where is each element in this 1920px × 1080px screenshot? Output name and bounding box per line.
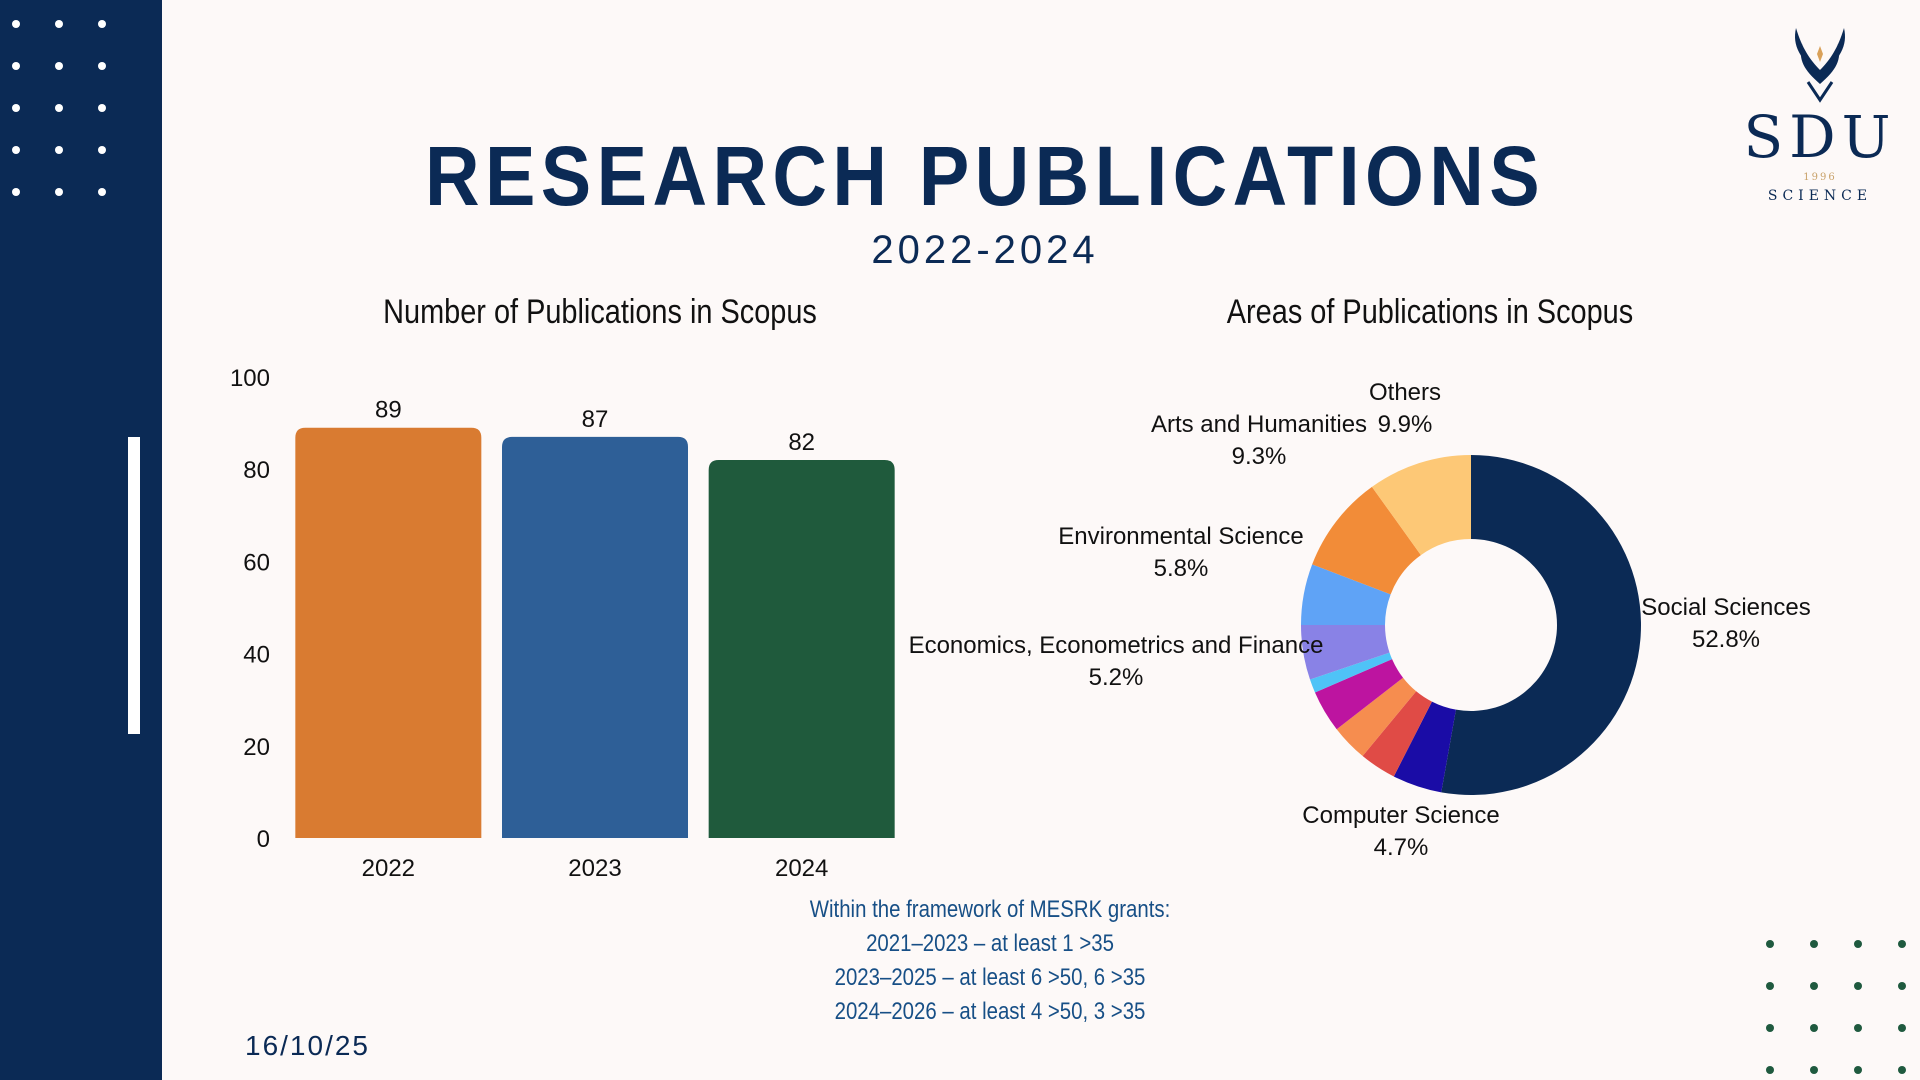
note-line: 2023–2025 – at least 6 >50, 6 >35 <box>834 964 1146 991</box>
decorative-dot <box>1766 1024 1774 1032</box>
y-tick-label: 60 <box>243 549 270 576</box>
decorative-dot <box>1898 982 1906 990</box>
grant-requirements-note: Within the framework of MESRK grants: 20… <box>650 893 1330 1029</box>
slice-percent-label: 5.8% <box>1154 555 1209 582</box>
decorative-dot <box>12 62 20 70</box>
decorative-dot <box>1810 1024 1818 1032</box>
left-sidebar-panel <box>0 0 162 1080</box>
bar-2024 <box>708 459 895 838</box>
slice-label: Social Sciences <box>1641 594 1810 621</box>
y-tick-label: 40 <box>243 642 270 669</box>
donut-slice <box>1336 677 1417 756</box>
y-tick-label: 0 <box>257 826 270 853</box>
donut-slice <box>1301 625 1390 680</box>
decorative-dot <box>1766 1066 1774 1074</box>
decorative-dot <box>98 62 106 70</box>
decorative-dot <box>1810 1066 1818 1074</box>
slice-percent-label: 5.2% <box>1089 664 1144 691</box>
slice-percent-label: 9.3% <box>1232 443 1287 470</box>
donut-chart-title: Areas of Publications in Scopus <box>1226 293 1634 331</box>
publications-bar-chart: 0 20 40 60 80 100 89 2022 87 2023 82 2024 <box>230 365 895 880</box>
note-line: 2021–2023 – at least 1 >35 <box>866 930 1114 957</box>
bar-chart-title: Number of Publications in Scopus <box>383 293 817 331</box>
x-tick-label: 2023 <box>568 855 621 880</box>
slice-percent-label: 52.8% <box>1692 626 1760 653</box>
x-tick-label: 2022 <box>362 855 415 880</box>
logo-wordmark: SDU <box>1743 103 1897 171</box>
donut-slice <box>1371 455 1471 556</box>
note-line: 2024–2026 – at least 4 >50, 3 >35 <box>834 998 1146 1025</box>
wings-emblem-icon <box>1795 28 1845 103</box>
slice-label: Environmental Science <box>1058 523 1303 550</box>
decorative-dot <box>55 62 63 70</box>
note-line: Within the framework of MESRK grants: <box>809 896 1171 923</box>
bar-value-label: 89 <box>375 397 402 424</box>
decorative-dot <box>1810 982 1818 990</box>
decorative-dot <box>98 146 106 154</box>
decorative-dot <box>1898 1066 1906 1074</box>
bar-2023 <box>502 436 688 838</box>
page-subtitle: 2022-2024 <box>871 228 1099 272</box>
slice-label: Economics, Econometrics and Finance <box>909 632 1324 659</box>
sdu-science-logo: SDU 1996 SCIENCE <box>1730 18 1910 204</box>
page-title: RESEARCH PUBLICATIONS <box>424 129 1546 223</box>
publication-areas-donut-chart: Social Sciences 52.8% Computer Science 4.7%… <box>909 379 1811 861</box>
decorative-dot <box>1898 940 1906 948</box>
bar-value-label: 87 <box>582 406 609 433</box>
decorative-dot <box>55 20 63 28</box>
y-tick-label: 80 <box>243 457 270 484</box>
donut-slice <box>1362 691 1432 777</box>
slice-label: Others <box>1369 379 1441 406</box>
bar-value-label: 82 <box>788 429 815 456</box>
decorative-dot <box>1766 982 1774 990</box>
decorative-dot <box>12 146 20 154</box>
decorative-dot <box>12 20 20 28</box>
slice-label: Arts and Humanities <box>1151 411 1367 438</box>
decorative-dot <box>1898 1024 1906 1032</box>
donut-slice <box>1312 486 1421 595</box>
decorative-dot <box>1766 940 1774 948</box>
donut-slice <box>1393 701 1456 793</box>
logo-year: 1996 <box>1803 172 1837 183</box>
x-tick-label: 2024 <box>775 855 828 880</box>
logo-subtext: SCIENCE <box>1767 188 1873 204</box>
decorative-dot <box>98 104 106 112</box>
donut-slice <box>1301 564 1391 625</box>
decorative-dot <box>1854 1066 1862 1074</box>
decorative-dot <box>1854 1024 1862 1032</box>
decorative-dot <box>55 146 63 154</box>
decorative-dot <box>55 104 63 112</box>
sidebar-accent-bar <box>128 437 140 734</box>
y-tick-label: 100 <box>230 365 270 392</box>
donut-slice <box>1314 659 1404 730</box>
decorative-dot <box>12 104 20 112</box>
y-tick-label: 20 <box>243 734 270 761</box>
slice-label: Computer Science <box>1302 802 1499 829</box>
slice-percent-label: 9.9% <box>1378 411 1433 438</box>
decorative-dot <box>12 188 20 196</box>
decorative-dot <box>1810 940 1818 948</box>
decorative-dot <box>1854 940 1862 948</box>
slide-date: 16/10/25 <box>245 1030 370 1061</box>
donut-slice <box>1441 455 1641 795</box>
slice-percent-label: 4.7% <box>1374 834 1429 861</box>
decorative-dot <box>98 20 106 28</box>
decorative-dot <box>55 188 63 196</box>
decorative-dot <box>98 188 106 196</box>
bar-2022 <box>295 427 482 838</box>
decorative-dot <box>1854 982 1862 990</box>
donut-slice <box>1309 652 1393 693</box>
